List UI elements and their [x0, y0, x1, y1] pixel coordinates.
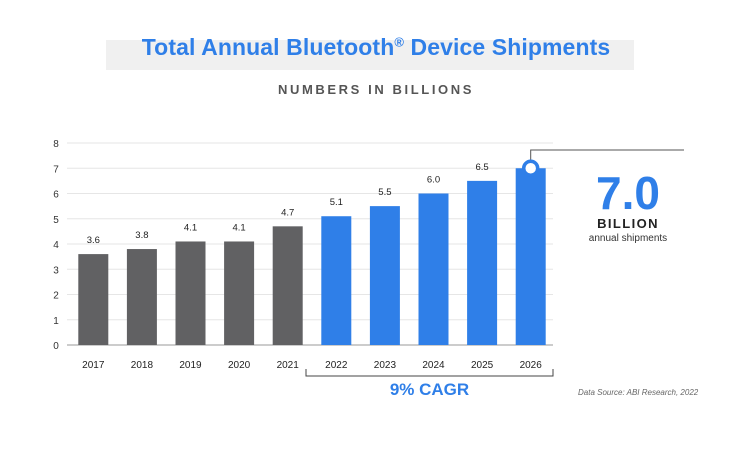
data-label-2017: 3.6 — [87, 235, 100, 246]
y-tick-1: 1 — [53, 316, 59, 327]
y-tick-4: 4 — [53, 240, 59, 251]
bar-2019 — [175, 241, 206, 345]
x-tick-2021: 2021 — [277, 360, 300, 371]
x-tick-2020: 2020 — [228, 360, 251, 371]
data-label-2020: 4.1 — [232, 222, 245, 233]
data-label-2019: 4.1 — [184, 222, 197, 233]
chart-title: Total Annual Bluetooth® Device Shipments — [0, 34, 752, 61]
x-tick-2025: 2025 — [471, 360, 494, 371]
bar-2021 — [272, 226, 303, 345]
title-main: Total Annual Bluetooth — [141, 34, 395, 60]
y-tick-6: 6 — [53, 190, 59, 201]
bar-2026 — [515, 168, 546, 345]
x-tick-2017: 2017 — [82, 360, 105, 371]
cagr-bracket — [305, 369, 554, 377]
data-label-2022: 5.1 — [330, 197, 343, 208]
y-tick-8: 8 — [53, 139, 59, 150]
data-label-2025: 6.5 — [475, 162, 488, 173]
x-tick-2024: 2024 — [422, 360, 445, 371]
cagr-label: 9% CAGR — [390, 380, 469, 399]
registered-mark: ® — [394, 34, 405, 50]
data-label-2024: 6.0 — [427, 175, 440, 186]
y-tick-3: 3 — [53, 265, 59, 276]
callout-description: annual shipments — [588, 233, 668, 244]
x-tick-2022: 2022 — [325, 360, 348, 371]
data-label-2021: 4.7 — [281, 207, 294, 218]
bar-2023 — [369, 206, 400, 345]
data-source: Data Source: ABI Research, 2022 — [578, 388, 699, 397]
x-tick-2023: 2023 — [374, 360, 397, 371]
y-tick-5: 5 — [53, 215, 59, 226]
title-tail: Device Shipments — [404, 34, 611, 60]
bar-2024 — [418, 193, 449, 345]
callout-value: 7.0 — [596, 167, 660, 219]
y-tick-2: 2 — [53, 291, 59, 302]
data-label-2023: 5.5 — [378, 187, 391, 198]
bar-2018 — [126, 249, 157, 345]
x-tick-2019: 2019 — [179, 360, 202, 371]
bar-2025 — [467, 180, 498, 345]
callout-marker — [521, 159, 540, 177]
callout-unit: BILLION — [597, 216, 659, 231]
data-label-2018: 3.8 — [135, 230, 148, 241]
bar-2017 — [78, 254, 109, 345]
chart-subtitle: NUMBERS IN BILLIONS — [277, 82, 474, 97]
y-tick-7: 7 — [53, 164, 59, 175]
y-tick-0: 0 — [53, 341, 59, 352]
title-highlight — [106, 40, 634, 70]
x-tick-2018: 2018 — [131, 360, 154, 371]
bar-2022 — [321, 216, 352, 345]
bar-2020 — [224, 241, 255, 345]
x-tick-2026: 2026 — [520, 360, 543, 371]
